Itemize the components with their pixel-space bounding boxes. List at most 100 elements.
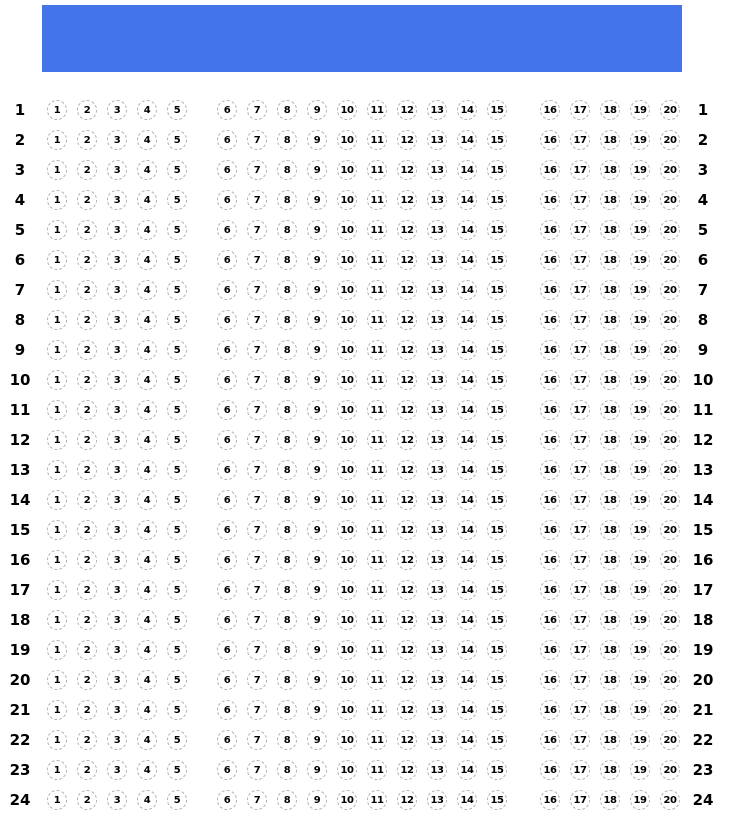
- bubble-option[interactable]: 2: [77, 280, 97, 300]
- bubble-option[interactable]: 3: [107, 250, 127, 270]
- bubble-option[interactable]: 16: [540, 400, 560, 420]
- bubble-option[interactable]: 6: [217, 640, 237, 660]
- bubble-option[interactable]: 16: [540, 340, 560, 360]
- bubble-option[interactable]: 19: [630, 190, 650, 210]
- bubble-option[interactable]: 7: [247, 760, 267, 780]
- bubble-option[interactable]: 6: [217, 670, 237, 690]
- bubble-option[interactable]: 17: [570, 760, 590, 780]
- bubble-option[interactable]: 5: [167, 100, 187, 120]
- bubble-option[interactable]: 19: [630, 340, 650, 360]
- bubble-option[interactable]: 18: [600, 670, 620, 690]
- bubble-option[interactable]: 3: [107, 700, 127, 720]
- bubble-option[interactable]: 10: [337, 430, 357, 450]
- bubble-option[interactable]: 18: [600, 220, 620, 240]
- bubble-option[interactable]: 7: [247, 700, 267, 720]
- bubble-option[interactable]: 17: [570, 700, 590, 720]
- bubble-option[interactable]: 17: [570, 370, 590, 390]
- bubble-option[interactable]: 10: [337, 730, 357, 750]
- bubble-option[interactable]: 10: [337, 400, 357, 420]
- bubble-option[interactable]: 4: [137, 100, 157, 120]
- bubble-option[interactable]: 20: [660, 520, 680, 540]
- bubble-option[interactable]: 12: [397, 520, 417, 540]
- bubble-option[interactable]: 13: [427, 550, 447, 570]
- bubble-option[interactable]: 7: [247, 430, 267, 450]
- bubble-option[interactable]: 9: [307, 100, 327, 120]
- bubble-option[interactable]: 7: [247, 340, 267, 360]
- bubble-option[interactable]: 5: [167, 160, 187, 180]
- bubble-option[interactable]: 8: [277, 520, 297, 540]
- bubble-option[interactable]: 7: [247, 790, 267, 810]
- bubble-option[interactable]: 5: [167, 190, 187, 210]
- bubble-option[interactable]: 13: [427, 100, 447, 120]
- bubble-option[interactable]: 19: [630, 550, 650, 570]
- bubble-option[interactable]: 20: [660, 490, 680, 510]
- bubble-option[interactable]: 6: [217, 760, 237, 780]
- bubble-option[interactable]: 16: [540, 790, 560, 810]
- bubble-option[interactable]: 18: [600, 760, 620, 780]
- bubble-option[interactable]: 17: [570, 460, 590, 480]
- bubble-option[interactable]: 14: [457, 220, 477, 240]
- bubble-option[interactable]: 11: [367, 250, 387, 270]
- bubble-option[interactable]: 7: [247, 460, 267, 480]
- bubble-option[interactable]: 4: [137, 700, 157, 720]
- bubble-option[interactable]: 14: [457, 130, 477, 150]
- bubble-option[interactable]: 9: [307, 790, 327, 810]
- bubble-option[interactable]: 4: [137, 340, 157, 360]
- bubble-option[interactable]: 14: [457, 280, 477, 300]
- bubble-option[interactable]: 10: [337, 190, 357, 210]
- bubble-option[interactable]: 15: [487, 700, 507, 720]
- bubble-option[interactable]: 6: [217, 130, 237, 150]
- bubble-option[interactable]: 14: [457, 340, 477, 360]
- bubble-option[interactable]: 6: [217, 490, 237, 510]
- bubble-option[interactable]: 17: [570, 580, 590, 600]
- bubble-option[interactable]: 2: [77, 190, 97, 210]
- bubble-option[interactable]: 20: [660, 130, 680, 150]
- bubble-option[interactable]: 7: [247, 190, 267, 210]
- bubble-option[interactable]: 5: [167, 760, 187, 780]
- bubble-option[interactable]: 2: [77, 670, 97, 690]
- bubble-option[interactable]: 4: [137, 220, 157, 240]
- bubble-option[interactable]: 13: [427, 580, 447, 600]
- bubble-option[interactable]: 12: [397, 700, 417, 720]
- bubble-option[interactable]: 5: [167, 640, 187, 660]
- bubble-option[interactable]: 13: [427, 490, 447, 510]
- bubble-option[interactable]: 2: [77, 700, 97, 720]
- bubble-option[interactable]: 1: [47, 130, 67, 150]
- bubble-option[interactable]: 6: [217, 580, 237, 600]
- bubble-option[interactable]: 15: [487, 250, 507, 270]
- bubble-option[interactable]: 17: [570, 310, 590, 330]
- bubble-option[interactable]: 8: [277, 220, 297, 240]
- bubble-option[interactable]: 10: [337, 250, 357, 270]
- bubble-option[interactable]: 15: [487, 730, 507, 750]
- bubble-option[interactable]: 20: [660, 610, 680, 630]
- bubble-option[interactable]: 7: [247, 520, 267, 540]
- bubble-option[interactable]: 10: [337, 520, 357, 540]
- bubble-option[interactable]: 4: [137, 670, 157, 690]
- bubble-option[interactable]: 9: [307, 220, 327, 240]
- bubble-option[interactable]: 15: [487, 130, 507, 150]
- bubble-option[interactable]: 15: [487, 430, 507, 450]
- bubble-option[interactable]: 13: [427, 760, 447, 780]
- bubble-option[interactable]: 14: [457, 760, 477, 780]
- bubble-option[interactable]: 19: [630, 250, 650, 270]
- bubble-option[interactable]: 18: [600, 130, 620, 150]
- bubble-option[interactable]: 13: [427, 220, 447, 240]
- bubble-option[interactable]: 9: [307, 370, 327, 390]
- bubble-option[interactable]: 14: [457, 520, 477, 540]
- bubble-option[interactable]: 20: [660, 790, 680, 810]
- bubble-option[interactable]: 10: [337, 340, 357, 360]
- bubble-option[interactable]: 12: [397, 730, 417, 750]
- bubble-option[interactable]: 3: [107, 280, 127, 300]
- bubble-option[interactable]: 3: [107, 310, 127, 330]
- bubble-option[interactable]: 13: [427, 700, 447, 720]
- bubble-option[interactable]: 12: [397, 640, 417, 660]
- bubble-option[interactable]: 1: [47, 340, 67, 360]
- bubble-option[interactable]: 12: [397, 130, 417, 150]
- bubble-option[interactable]: 10: [337, 220, 357, 240]
- bubble-option[interactable]: 3: [107, 790, 127, 810]
- bubble-option[interactable]: 1: [47, 550, 67, 570]
- bubble-option[interactable]: 11: [367, 790, 387, 810]
- bubble-option[interactable]: 4: [137, 520, 157, 540]
- bubble-option[interactable]: 9: [307, 340, 327, 360]
- bubble-option[interactable]: 4: [137, 550, 157, 570]
